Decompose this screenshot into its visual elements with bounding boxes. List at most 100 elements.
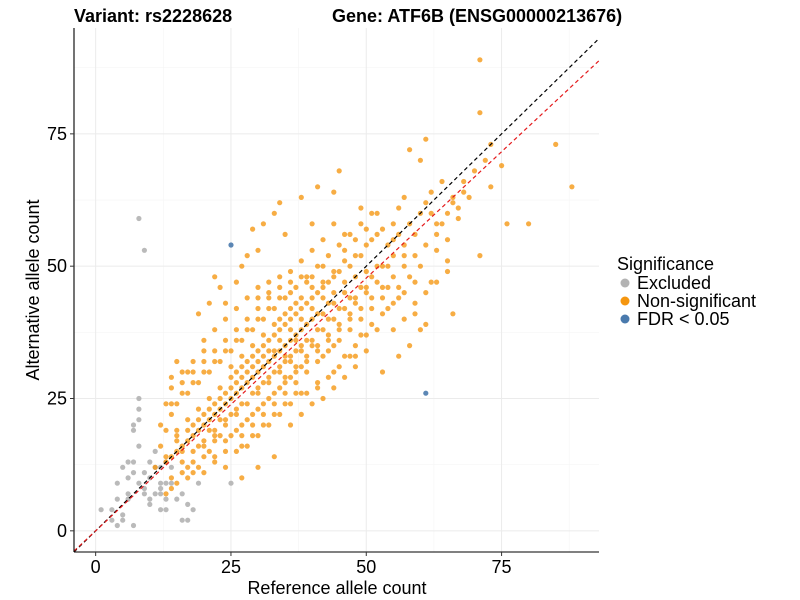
- y-tick-label: 75: [47, 124, 67, 144]
- point-non-significant: [385, 305, 391, 312]
- point-excluded: [163, 480, 169, 486]
- point-non-significant: [201, 438, 207, 444]
- point-non-significant: [331, 385, 337, 391]
- point-non-significant: [331, 369, 337, 375]
- point-non-significant: [228, 374, 234, 380]
- point-non-significant: [417, 263, 423, 269]
- point-non-significant: [298, 274, 304, 280]
- point-non-significant: [190, 380, 196, 386]
- reference-line-identity: [73, 38, 600, 553]
- point-non-significant: [461, 189, 467, 195]
- point-non-significant: [212, 427, 218, 433]
- point-non-significant: [250, 327, 256, 333]
- x-axis-title: Reference allele count: [247, 578, 426, 598]
- point-non-significant: [342, 247, 348, 253]
- point-non-significant: [174, 427, 180, 433]
- point-non-significant: [331, 300, 337, 306]
- point-non-significant: [168, 401, 174, 407]
- point-non-significant: [385, 263, 391, 269]
- point-non-significant: [439, 221, 445, 227]
- point-non-significant: [298, 295, 304, 301]
- point-non-significant: [179, 448, 185, 454]
- point-non-significant: [423, 200, 429, 206]
- point-excluded: [130, 522, 137, 529]
- point-excluded: [168, 464, 174, 470]
- point-non-significant: [325, 348, 331, 354]
- point-non-significant: [358, 305, 364, 312]
- point-non-significant: [206, 369, 212, 375]
- point-non-significant: [277, 327, 283, 333]
- point-non-significant: [396, 284, 402, 290]
- point-non-significant: [428, 210, 434, 216]
- point-excluded: [114, 522, 120, 529]
- point-non-significant: [309, 343, 315, 349]
- point-non-significant: [309, 221, 315, 227]
- point-non-significant: [260, 380, 266, 386]
- point-non-significant: [239, 401, 245, 407]
- point-excluded: [130, 422, 137, 428]
- point-non-significant: [212, 358, 218, 365]
- point-non-significant: [212, 438, 218, 444]
- point-non-significant: [212, 433, 218, 439]
- point-non-significant: [282, 321, 288, 327]
- point-excluded: [185, 517, 191, 523]
- point-non-significant: [222, 300, 229, 306]
- point-non-significant: [315, 358, 321, 365]
- point-non-significant: [374, 279, 380, 285]
- point-excluded: [125, 491, 131, 497]
- point-non-significant: [201, 411, 207, 417]
- point-non-significant: [222, 422, 229, 428]
- point-non-significant: [260, 401, 266, 407]
- point-non-significant: [282, 380, 288, 386]
- point-excluded: [130, 427, 137, 433]
- point-excluded: [114, 496, 120, 502]
- point-non-significant: [239, 443, 245, 449]
- point-non-significant: [266, 295, 272, 301]
- point-non-significant: [320, 284, 326, 290]
- point-non-significant: [206, 448, 212, 454]
- point-non-significant: [244, 369, 250, 375]
- point-non-significant: [244, 443, 250, 449]
- point-non-significant: [363, 290, 369, 296]
- point-non-significant: [336, 242, 342, 248]
- point-non-significant: [266, 279, 272, 285]
- point-non-significant: [401, 194, 407, 200]
- point-non-significant: [255, 305, 261, 312]
- point-non-significant: [347, 316, 353, 322]
- point-non-significant: [374, 210, 380, 216]
- point-non-significant: [217, 385, 223, 391]
- point-non-significant: [163, 454, 169, 460]
- point-non-significant: [174, 433, 180, 439]
- point-non-significant: [222, 438, 229, 444]
- point-non-significant: [374, 231, 380, 237]
- point-non-significant: [379, 295, 386, 301]
- point-non-significant: [347, 263, 353, 269]
- point-non-significant: [233, 427, 239, 433]
- point-non-significant: [423, 321, 429, 327]
- legend-label-excluded: Excluded: [637, 273, 711, 293]
- point-non-significant: [304, 279, 310, 285]
- point-non-significant: [342, 353, 348, 359]
- point-non-significant: [163, 491, 169, 497]
- point-excluded: [228, 480, 234, 486]
- point-non-significant: [271, 305, 277, 312]
- point-non-significant: [277, 274, 283, 280]
- point-non-significant: [212, 454, 218, 460]
- point-non-significant: [287, 316, 294, 322]
- point-non-significant: [266, 348, 272, 354]
- point-non-significant: [315, 184, 321, 190]
- point-non-significant: [277, 411, 283, 417]
- point-non-significant: [185, 417, 191, 423]
- point-non-significant: [504, 221, 510, 227]
- point-non-significant: [287, 279, 294, 285]
- point-non-significant: [499, 163, 505, 169]
- point-non-significant: [309, 284, 315, 290]
- point-non-significant: [428, 279, 434, 285]
- point-non-significant: [336, 321, 342, 327]
- point-non-significant: [168, 475, 174, 481]
- point-non-significant: [190, 459, 196, 465]
- point-non-significant: [239, 422, 245, 428]
- point-non-significant: [250, 411, 256, 417]
- point-excluded: [136, 395, 142, 402]
- point-non-significant: [239, 475, 245, 481]
